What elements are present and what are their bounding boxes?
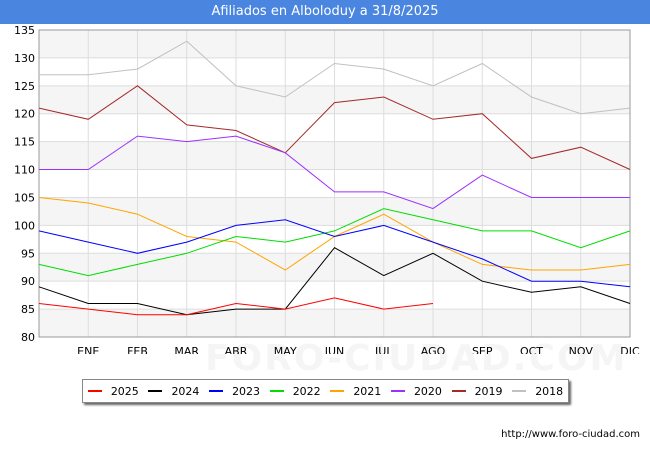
x-tick-label: MAY — [274, 345, 297, 354]
y-tick-label: 125 — [14, 80, 35, 93]
legend-item-2021: 2021 — [330, 385, 381, 398]
x-tick-label: NOV — [569, 345, 594, 354]
legend-item-2025: 2025 — [87, 384, 139, 398]
x-tick-label: SEP — [472, 345, 493, 354]
y-tick-label: 100 — [14, 219, 35, 232]
x-tick-label: JUL — [374, 345, 393, 354]
legend-label: 2020 — [413, 384, 442, 398]
legend-item-2019: 2019 — [451, 384, 503, 398]
y-tick-label: 115 — [14, 136, 35, 149]
legend-label: 2022 — [292, 384, 321, 398]
series-line-2024 — [38, 247, 631, 316]
y-tick-label: 90 — [21, 275, 35, 288]
x-tick-label: DIC — [620, 345, 640, 354]
series-line-2020 — [39, 135, 630, 210]
legend-item-2018: 2018 — [512, 385, 563, 398]
y-tick-label: 110 — [14, 164, 35, 177]
series-line-2019 — [38, 85, 631, 170]
legend-label: 2019 — [474, 384, 503, 398]
legend-label: 2018 — [535, 384, 564, 398]
series-line-2025 — [38, 297, 434, 316]
legend-item-2023: 2023 — [209, 385, 260, 398]
legend-label: 2024 — [171, 384, 200, 398]
legend: 2025 2024 2023 2022 2021 2020 2019 2018 — [82, 379, 569, 403]
legend-label: 2023 — [232, 384, 261, 398]
x-tick-label: FEB — [127, 345, 148, 354]
legend-swatch — [269, 390, 284, 392]
y-tick-label: 120 — [14, 108, 35, 121]
y-tick-label: 135 — [14, 24, 35, 37]
line-chart: 80 85 90 95 100 105 110 115 120 125 130 135 ENE FEB MA… — [14, 24, 640, 354]
x-tick-label: ABR — [225, 345, 248, 354]
legend-item-2024: 2024 — [148, 385, 199, 398]
legend-label: 2025 — [110, 384, 139, 398]
y-tick-label: 85 — [21, 303, 35, 316]
x-tick-label: MAR — [174, 345, 199, 354]
y-tick-label: 80 — [21, 331, 35, 344]
y-tick-label: 95 — [21, 247, 35, 260]
x-tick-label: JUN — [324, 345, 345, 354]
legend-item-2022: 2022 — [269, 384, 321, 398]
series-line-2022 — [38, 208, 631, 277]
series-line-2018 — [39, 40, 631, 115]
x-tick-label: ENE — [77, 345, 99, 354]
plot-frame — [38, 29, 631, 338]
y-tick-label: 105 — [14, 191, 35, 204]
y-tick-label: 130 — [14, 52, 35, 65]
legend-swatch — [390, 390, 405, 392]
legend-swatch — [512, 390, 527, 392]
legend-swatch — [451, 390, 466, 392]
legend-swatch — [209, 390, 224, 392]
legend-swatch — [87, 390, 102, 392]
legend-label: 2021 — [353, 384, 382, 398]
x-tick-label: AGO — [421, 345, 446, 354]
chart-title: Afiliados en Alboloduy a 31/8/2025 — [0, 0, 650, 24]
legend-swatch — [330, 390, 345, 392]
watermark: FORO-CIUDAD.COM — [205, 338, 628, 379]
x-tick-label: OCT — [520, 345, 543, 354]
legend-item-2020: 2020 — [390, 384, 442, 398]
series-line-2023 — [38, 219, 631, 288]
source-url[interactable]: http://www.foro-ciudad.com — [501, 429, 640, 440]
legend-swatch — [148, 390, 163, 392]
